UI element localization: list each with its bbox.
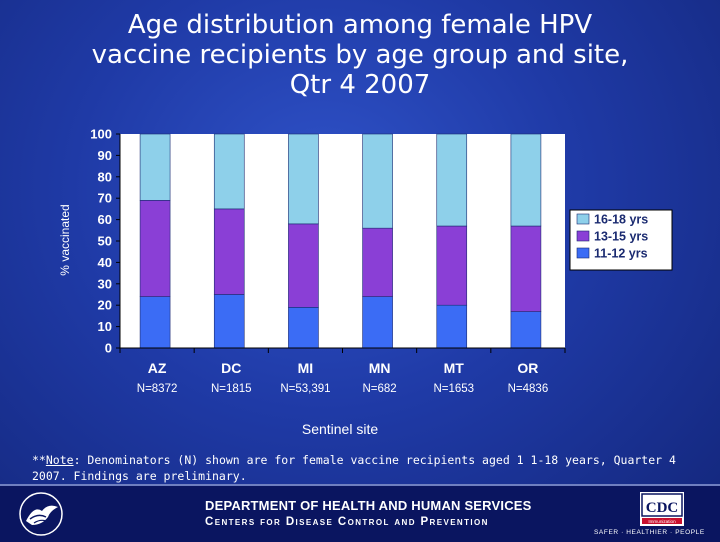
note-label: Note [45, 453, 74, 467]
y-tick-label: 70 [98, 191, 112, 206]
stacked-bar-chart: 0 10 20 30 40 50 60 70 80 90 100 % vaccinated AZ N=83… [58, 127, 673, 437]
legend-label: 11-12 yrs [594, 247, 648, 261]
chart-title: Age distribution among female HPV vaccin… [0, 10, 720, 100]
legend: 16-18 yrs 13-15 yrs 11-12 yrs [569, 209, 673, 271]
cdc-logo-icon: CDC Immunization [640, 492, 684, 526]
n-label: N=4836 [508, 383, 549, 395]
bar-segment-DC-16-18yrs [213, 133, 245, 210]
y-tick-label: 60 [98, 212, 112, 227]
n-label: N=1653 [433, 383, 474, 395]
bar-segment-MN-16-18yrs [362, 133, 393, 229]
legend-swatch [576, 213, 590, 225]
x-category-label: OR [517, 360, 538, 376]
legend-label: 16-18 yrs [594, 213, 648, 227]
footnote: **Note: Denominators (N) shown are for f… [32, 452, 682, 484]
x-category-label: MI [298, 360, 314, 376]
hhs-eagle-logo-icon [19, 492, 63, 536]
y-tick-label: 80 [98, 169, 112, 184]
y-tick-label: 30 [98, 276, 112, 291]
n-label: N=1815 [211, 383, 252, 395]
bar-segment-MN-11-12yrs [362, 296, 393, 349]
y-tick-label: 90 [98, 148, 112, 163]
bar-segment-AZ-16-18yrs [139, 133, 171, 201]
bar-segment-MT-16-18yrs [436, 133, 468, 227]
title-line-1: Age distribution among female HPV [127, 10, 593, 40]
bar-segment-MI-16-18yrs [288, 133, 319, 225]
title-line-2: vaccine recipients by age group and site… [91, 40, 629, 70]
y-tick-label: 20 [98, 298, 112, 313]
footer-banner: DEPARTMENT OF HEALTH AND HUMAN SERVICES … [0, 484, 720, 542]
note-prefix: ** [32, 453, 46, 467]
x-category-label: MN [369, 360, 391, 376]
cdc-tagline: SAFER · HEALTHIER · PEOPLE [594, 529, 705, 536]
cdc-logo-text: CDC [646, 500, 679, 516]
n-label: N=682 [362, 383, 396, 395]
bar-segment-OR-11-12yrs [510, 311, 542, 349]
hhs-department-name: DEPARTMENT OF HEALTH AND HUMAN SERVICES [205, 498, 532, 513]
y-tick-label: 40 [98, 255, 112, 270]
bar-segment-AZ-11-12yrs [139, 296, 171, 349]
x-axis-label: Sentinel site [302, 421, 378, 437]
legend-swatch [576, 230, 590, 242]
y-tick-label: 10 [98, 319, 112, 334]
note-text: : Denominators (N) shown are for female … [32, 453, 676, 483]
title-line-3: Qtr 4 2007 [289, 70, 431, 100]
plot-area [120, 134, 565, 348]
x-category-label: DC [221, 360, 241, 376]
bar-segment-MT-13-15yrs [436, 225, 468, 306]
n-label: N=8372 [137, 383, 178, 395]
y-tick-label: 100 [90, 127, 112, 142]
y-tick-label: 0 [105, 341, 112, 356]
cdc-badge-text: Immunization [648, 519, 676, 524]
bar-segment-MN-13-15yrs [362, 227, 393, 297]
legend-swatch [576, 247, 590, 259]
legend-label: 13-15 yrs [594, 230, 648, 244]
cdc-centers-name: Centers for Disease Control and Preventi… [205, 516, 489, 528]
bar-segment-AZ-13-15yrs [139, 200, 171, 297]
x-category-label: AZ [148, 360, 167, 376]
bar-segment-DC-13-15yrs [213, 208, 245, 295]
bar-segment-MI-11-12yrs [288, 307, 319, 349]
n-label: N=53,391 [280, 383, 330, 395]
bar-segment-MT-11-12yrs [436, 304, 468, 349]
bar-segment-OR-16-18yrs [510, 133, 542, 227]
y-axis-label: % vaccinated [58, 204, 72, 275]
bar-segment-MI-13-15yrs [288, 223, 319, 308]
x-category-label: MT [444, 360, 465, 376]
y-tick-label: 50 [98, 234, 112, 249]
bar-segment-OR-13-15yrs [510, 225, 542, 312]
bar-segment-DC-11-12yrs [213, 294, 245, 349]
